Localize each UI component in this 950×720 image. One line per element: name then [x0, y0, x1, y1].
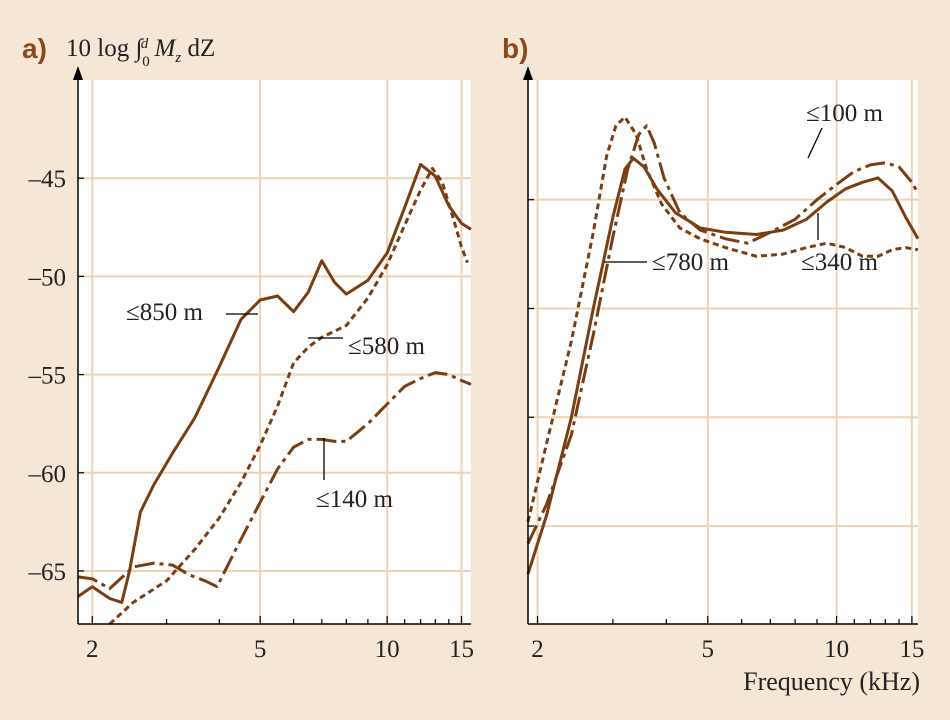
annotation-label-le-580-m: ≤580 m — [348, 333, 425, 360]
panel-a-chart: 2 5 10 15 –45 –50 –55 –60 –65 ≤850 m ≤580 m ≤140 m… — [22, 33, 474, 663]
series-line-le-100-m — [526, 124, 920, 545]
panel-a-label: a) — [22, 33, 47, 64]
y-tick-label: –45 — [28, 166, 67, 193]
series-line-le-580-m — [108, 166, 469, 626]
panel-a-plot-area — [78, 80, 471, 624]
y-tick-label: –60 — [28, 461, 67, 488]
annotation-label-le-100-m: ≤100 m — [806, 100, 883, 127]
panel-b-plot-area — [528, 80, 918, 624]
y-tick-label: –55 — [28, 363, 67, 390]
panel-b-annotations: ≤100 m ≤780 m ≤340 m — [604, 100, 883, 276]
annotation-label-le-340-m: ≤340 m — [801, 249, 878, 276]
x-tick-label: 2 — [86, 636, 99, 663]
x-tick-label: 10 — [824, 636, 849, 663]
y-tick-label: –65 — [28, 559, 67, 586]
panel-b-label: b) — [502, 33, 528, 64]
y-tick-label: –50 — [28, 264, 67, 291]
series-line-le-340-m — [526, 115, 919, 523]
panel-a-annotations: ≤850 m ≤580 m ≤140 m — [126, 299, 425, 513]
x-tick-label: 5 — [702, 636, 715, 663]
panel-b-tick-labels: 2 5 10 15 — [531, 636, 924, 663]
x-tick-label: 2 — [531, 636, 544, 663]
panel-b-axes — [523, 66, 918, 625]
series-line-le-140-m — [77, 371, 472, 591]
annotation-label-le-850-m: ≤850 m — [126, 299, 203, 326]
y-axis-arrow-icon — [73, 66, 83, 80]
annotation-leader-line — [807, 127, 823, 159]
annotation-label-le-780-m: ≤780 m — [652, 249, 729, 276]
x-tick-label: 10 — [375, 636, 400, 663]
panel-a-axes — [73, 66, 471, 625]
panel-a-series-group — [77, 162, 472, 626]
annotation-label-le-140-m: ≤140 m — [316, 486, 393, 513]
x-tick-label: 15 — [899, 636, 924, 663]
y-axis-arrow-icon — [523, 66, 533, 80]
x-axis-title: Frequency (kHz) — [743, 667, 920, 696]
series-line-le-780-m — [526, 156, 920, 575]
panel-a-tick-labels: 2 5 10 15 –45 –50 –55 –60 –65 — [28, 166, 474, 663]
series-line-le-850-m — [77, 162, 472, 604]
x-tick-label: 15 — [449, 636, 474, 663]
panel-a-grid — [78, 80, 471, 624]
panel-b-chart: 2 5 10 15 ≤100 m ≤780 m ≤340 m b) Frequency (… — [502, 33, 924, 696]
panel-b-series-group — [526, 115, 920, 575]
x-tick-label: 5 — [254, 636, 267, 663]
panel-a-y-axis-title: 10 log ∫0d Mz dZ — [66, 35, 215, 70]
